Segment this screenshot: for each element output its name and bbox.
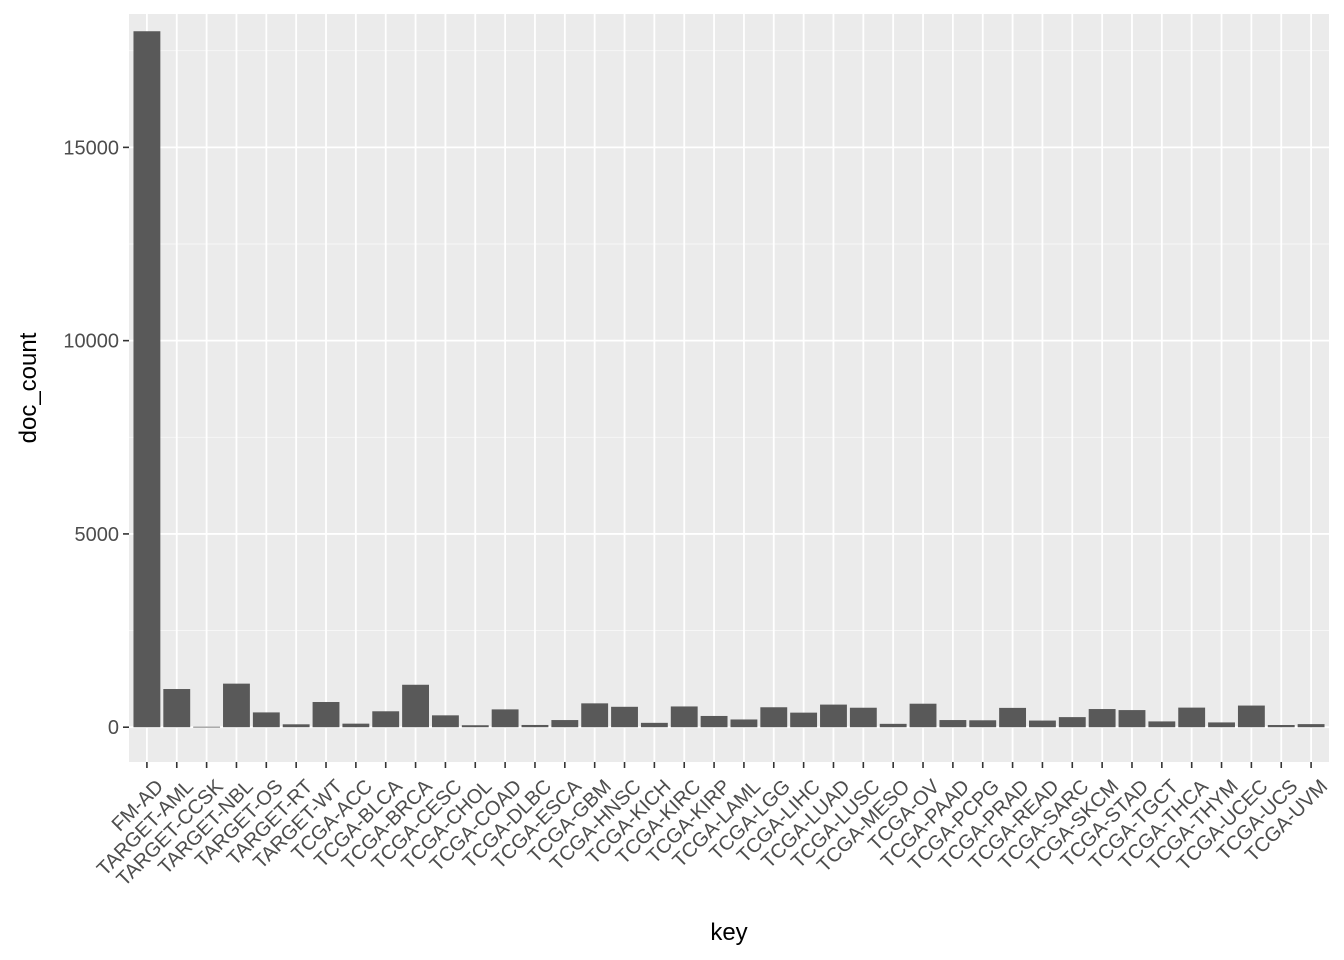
bar-tcga-dlbc xyxy=(521,724,549,728)
bar-tcga-pcpg xyxy=(969,720,997,728)
bar-tcga-lusc xyxy=(849,707,877,728)
bar-tcga-stad xyxy=(1118,710,1146,728)
bars xyxy=(133,31,1325,728)
bar-tcga-kirc xyxy=(670,706,698,728)
y-tick-label: 10000 xyxy=(63,331,119,353)
bar-tcga-sarc xyxy=(1058,717,1086,728)
bar-tcga-paad xyxy=(939,720,967,728)
bar-tcga-thca xyxy=(1178,707,1206,728)
y-tick-label: 15000 xyxy=(63,137,119,159)
y-axis: 0 5000 10000 15000 xyxy=(63,137,129,739)
bar-tcga-lihc xyxy=(790,712,818,728)
grid-major xyxy=(129,14,1329,762)
bar-target-nbl xyxy=(223,683,250,728)
y-tick-label: 0 xyxy=(108,717,119,739)
bar-tcga-tgct xyxy=(1148,721,1176,728)
bar-target-wt xyxy=(312,702,340,728)
bar-tcga-thym xyxy=(1208,722,1235,728)
bar-tcga-kich xyxy=(640,722,668,728)
bar-tcga-prad xyxy=(999,707,1027,728)
bar-tcga-acc xyxy=(342,723,370,728)
bar-target-aml xyxy=(163,689,191,728)
bar-tcga-coad xyxy=(491,709,519,728)
bar-tcga-blca xyxy=(372,711,400,728)
y-axis-title: doc_count xyxy=(15,332,42,443)
bar-tcga-skcm xyxy=(1088,709,1116,728)
bar-tcga-brca xyxy=(402,684,429,728)
bar-tcga-laml xyxy=(730,719,758,728)
bar-target-os xyxy=(252,712,280,728)
bar-tcga-gbm xyxy=(581,703,609,728)
bar-tcga-uvm xyxy=(1297,724,1325,728)
bar-target-ccsk xyxy=(193,726,221,728)
bar-tcga-chol xyxy=(461,725,489,728)
bar-target-rt xyxy=(282,724,310,728)
bar-tcga-meso xyxy=(879,723,907,728)
plot-panel xyxy=(129,14,1329,762)
bar-tcga-read xyxy=(1029,720,1056,728)
bar-tcga-esca xyxy=(551,720,579,728)
bar-tcga-cesc xyxy=(431,715,459,728)
bar-tcga-hnsc xyxy=(611,706,638,728)
bar-tcga-ucs xyxy=(1267,725,1295,728)
bar-tcga-kirp xyxy=(700,715,728,728)
bar-tcga-luad xyxy=(820,704,847,728)
grid-minor xyxy=(129,50,1329,632)
bar-tcga-ov xyxy=(909,703,937,728)
bar-tcga-ucec xyxy=(1237,705,1265,728)
y-tick-label: 5000 xyxy=(75,524,120,546)
bar-fm-ad xyxy=(133,31,161,728)
x-axis-title: key xyxy=(710,919,747,946)
bar-tcga-lgg xyxy=(760,707,788,728)
x-axis: FM-ADTARGET-AMLTARGET-CCSKTARGET-NBLTARG… xyxy=(93,762,1332,891)
